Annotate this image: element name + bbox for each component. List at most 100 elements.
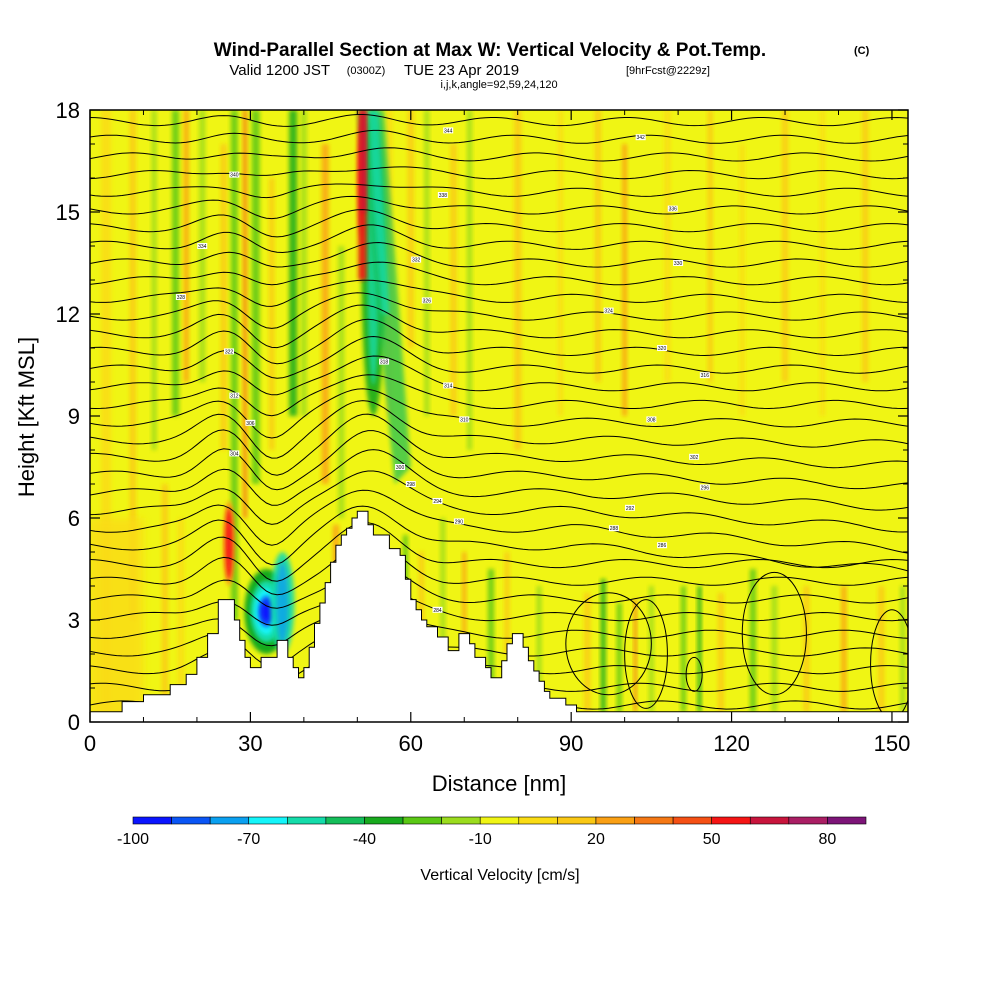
colorbar-title: Vertical Velocity [cm/s] bbox=[420, 867, 579, 884]
theta-contour bbox=[90, 241, 908, 268]
copyright-mark: (C) bbox=[854, 45, 870, 57]
velocity-streak bbox=[230, 110, 238, 620]
contour-label-bg bbox=[437, 192, 448, 198]
contour-label-bg bbox=[673, 260, 684, 266]
colorbar-swatch bbox=[518, 816, 558, 825]
x-tick-label: 30 bbox=[238, 731, 262, 756]
contour-label: 316 bbox=[699, 372, 710, 379]
downdraft-band bbox=[276, 562, 289, 644]
velocity-streak bbox=[633, 599, 637, 712]
contour-label-bg bbox=[459, 416, 470, 423]
theta-contour bbox=[90, 400, 908, 459]
contour-label-text: 304 bbox=[230, 451, 239, 457]
contour-label-text: 316 bbox=[701, 373, 710, 379]
contour-label-text: 310 bbox=[460, 417, 469, 423]
theta-contour bbox=[90, 129, 908, 144]
contour-label-text: 308 bbox=[647, 417, 656, 423]
velocity-streak bbox=[707, 110, 713, 382]
plot-area: 344 342 340 338 336 334 332 330 328 326 324 322 320 3… bbox=[90, 110, 908, 722]
contour-label-bg bbox=[224, 348, 235, 355]
contour-label-text: 290 bbox=[455, 519, 464, 525]
velocity-streak bbox=[504, 552, 510, 654]
contour-label-text: 334 bbox=[198, 244, 207, 250]
colorbar-swatch bbox=[788, 816, 828, 825]
contour-label: 286 bbox=[657, 542, 668, 549]
velocity-streak bbox=[717, 592, 724, 712]
theta-contour bbox=[90, 292, 908, 329]
contour-label-bg bbox=[421, 297, 432, 304]
forecast-info: [9hrFcst@2229z] bbox=[626, 65, 710, 77]
y-tick-label: 3 bbox=[68, 608, 80, 633]
theta-contour bbox=[90, 470, 908, 533]
theta-contour bbox=[90, 374, 908, 417]
velocity-streak bbox=[462, 552, 467, 688]
x-tick-label: 0 bbox=[84, 731, 96, 756]
contour-label-bg bbox=[245, 419, 256, 426]
contour-label: 310 bbox=[459, 416, 470, 423]
contour-label-bg bbox=[657, 345, 668, 351]
colorbar-tick-label: -10 bbox=[469, 831, 492, 848]
theta-contour bbox=[90, 147, 908, 162]
velocity-streak bbox=[803, 586, 810, 712]
contour-label-text: 324 bbox=[604, 309, 613, 315]
contour-label: 314 bbox=[443, 382, 454, 389]
y-tick-label: 6 bbox=[68, 506, 80, 531]
contour-label-text: 312 bbox=[230, 394, 239, 400]
colorbar-swatch bbox=[672, 816, 712, 825]
colorbar-tick-label: -70 bbox=[237, 831, 260, 848]
contour-label-bg bbox=[657, 542, 668, 549]
theta-contour bbox=[90, 563, 908, 609]
colorbar-swatch bbox=[634, 816, 674, 825]
colorbar-swatch bbox=[827, 816, 867, 825]
contour-label: 320 bbox=[657, 345, 668, 352]
velocity-streak bbox=[680, 586, 686, 712]
y-tick-label: 18 bbox=[56, 98, 80, 123]
contour-label-bg bbox=[667, 205, 678, 212]
velocity-streak bbox=[616, 603, 622, 712]
theta-contour bbox=[90, 505, 908, 572]
velocity-streak bbox=[177, 518, 184, 688]
x-tick-label: 120 bbox=[713, 731, 750, 756]
velocity-streak bbox=[514, 110, 522, 450]
contour-label-bg bbox=[379, 358, 390, 365]
contour-label-text: 338 bbox=[439, 193, 448, 199]
colorbar-swatch bbox=[479, 816, 520, 825]
velocity-streak bbox=[782, 110, 789, 382]
contour-label-bg bbox=[646, 416, 657, 423]
contour-label: 308 bbox=[646, 416, 657, 423]
contour-label-bg bbox=[689, 453, 700, 460]
x-tick-label: 150 bbox=[874, 731, 911, 756]
theta-contour bbox=[90, 261, 908, 286]
contour-label: 290 bbox=[453, 518, 464, 525]
colorbar-swatch bbox=[132, 816, 172, 825]
colorbar-tick-label: -100 bbox=[117, 831, 149, 848]
velocity-streak bbox=[161, 484, 168, 702]
velocity-streak bbox=[536, 586, 542, 705]
contour-label-bg bbox=[229, 450, 240, 457]
y-tick-label: 9 bbox=[68, 404, 80, 429]
velocity-streak bbox=[771, 586, 778, 712]
contour-label-text: 300 bbox=[396, 465, 405, 471]
colorbar-swatch bbox=[402, 816, 442, 825]
colorbar-swatch bbox=[287, 816, 327, 825]
axes: 0 30 60 90 120 150 0 3 6 9 12 15 18 bbox=[56, 98, 911, 756]
colorbar-swatch bbox=[749, 816, 790, 825]
y-axis-label: Height [Kft MSL] bbox=[14, 337, 39, 497]
contour-label: 330 bbox=[673, 260, 684, 267]
colorbar-swatch bbox=[595, 816, 635, 825]
velocity-streak bbox=[300, 110, 307, 416]
contour-label-text: 286 bbox=[658, 543, 667, 549]
contour-label: 298 bbox=[405, 481, 416, 488]
contour-label-text: 342 bbox=[637, 135, 646, 141]
updraft-band bbox=[225, 507, 233, 580]
theta-closed-contour bbox=[685, 656, 703, 692]
y-tick-label: 12 bbox=[56, 302, 80, 327]
velocity-streak bbox=[151, 110, 157, 450]
theta-contour bbox=[90, 413, 908, 476]
contour-label-bg bbox=[229, 171, 240, 178]
contour-label-bg bbox=[197, 243, 208, 249]
colorbar-swatch bbox=[248, 816, 288, 825]
contour-label: 340 bbox=[229, 171, 240, 179]
velocity-streak bbox=[424, 110, 430, 416]
contour-label-bg bbox=[603, 307, 614, 314]
